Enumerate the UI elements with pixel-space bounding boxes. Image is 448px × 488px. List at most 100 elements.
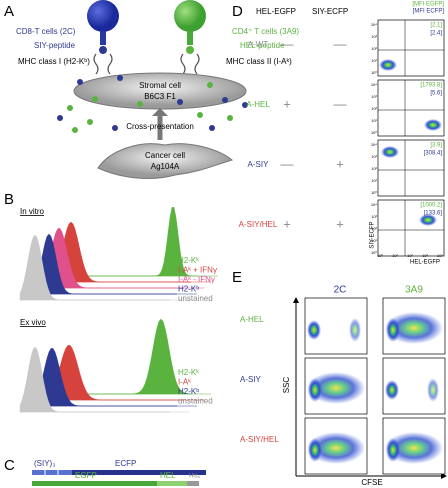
arrow xyxy=(152,108,168,116)
mfi-header: [MFI EGFP] xyxy=(412,2,444,8)
sign: — xyxy=(281,36,294,51)
tick-label: 10³ xyxy=(371,94,377,99)
tick-label: 10⁴ xyxy=(437,253,443,258)
histogram xyxy=(26,233,177,295)
text: CD8-T cells (2C) xyxy=(16,27,76,36)
legend-entry: H2-Kᵏ xyxy=(178,368,199,377)
tick-label: 10⁰ xyxy=(371,130,377,135)
receptor xyxy=(100,31,106,45)
panel-e: E 2C 3A9 SSC CFSE A-HEL A-SIY A-SIY/HEL xyxy=(232,269,447,487)
panel-d: D HEL-EGFP SIY-ECFP [MFI EGFP] [MFI ECFP… xyxy=(232,2,445,266)
legend-entry: unstained xyxy=(178,294,213,303)
tick-label: 10² xyxy=(371,46,377,51)
tick-label: 10¹ xyxy=(392,253,398,258)
panel-label: A xyxy=(4,3,14,20)
density xyxy=(379,59,397,71)
tick-label: 10³ xyxy=(371,34,377,39)
mfi: [3.9] xyxy=(430,143,442,149)
density xyxy=(381,146,399,158)
antigen-dots xyxy=(57,75,248,133)
tick-label: 10⁰ xyxy=(371,70,377,75)
density xyxy=(308,438,322,462)
density xyxy=(307,372,365,404)
subtitle: In vitro xyxy=(20,207,45,216)
tick-label: 10² xyxy=(371,166,377,171)
density xyxy=(386,318,400,342)
legend-entry: unstained xyxy=(178,397,213,406)
row-label: A-SIY xyxy=(240,375,262,384)
hel-bar xyxy=(157,481,187,486)
panel-c: C (SIY)₃ ECFP EGFP HEL His₆ xyxy=(4,457,206,486)
tick-label: 10⁴ xyxy=(371,22,377,27)
tick-label: 10² xyxy=(371,106,377,111)
tick-label: 10¹ xyxy=(371,238,377,243)
text: Ag104A xyxy=(151,162,180,171)
text: ECFP xyxy=(115,459,136,468)
panel-b: B In vitro Ex vivo H2-KᵏI-Aᵏ + IFNγI-Aᵏ … xyxy=(4,191,218,413)
text: Cancer cell xyxy=(145,151,185,160)
tick-label: 10⁰ xyxy=(377,253,383,258)
column-header: SIY-ECFP xyxy=(312,7,348,16)
tick-label: 10⁴ xyxy=(371,202,377,207)
receptor xyxy=(187,31,193,45)
histogram xyxy=(19,235,170,301)
column-header: HEL-EGFP xyxy=(256,7,296,16)
tick-label: 10² xyxy=(371,226,377,231)
text: MHC class II (I-Aᵏ) xyxy=(226,57,292,66)
legend-entry: I-Aᵏ - IFNγ xyxy=(178,275,215,284)
density xyxy=(385,380,399,400)
antigen-dot xyxy=(177,99,183,105)
tick-label: 10⁰ xyxy=(371,190,377,195)
antigen-dot xyxy=(209,125,215,131)
ecfp-bar xyxy=(32,470,206,475)
tick-label: 10³ xyxy=(422,253,428,258)
text: HEL xyxy=(160,471,176,480)
mfi: [1000.2] xyxy=(420,203,442,209)
antigen-dot xyxy=(222,97,228,103)
mfi: [2.4] xyxy=(430,31,442,37)
t-cell xyxy=(174,0,206,32)
legend-entry: H2-Kᵇ xyxy=(178,285,199,294)
tick-label: 10³ xyxy=(371,154,377,159)
tick-label: 10⁴ xyxy=(371,82,377,87)
tick-label: 10³ xyxy=(371,214,377,219)
row-label: A-HEL xyxy=(240,315,264,324)
t-cell xyxy=(87,0,119,32)
mfi-header: [MFI ECFP] xyxy=(413,9,445,15)
sign: — xyxy=(281,156,294,171)
panel-label: B xyxy=(4,191,14,208)
peptide xyxy=(99,46,107,54)
density xyxy=(307,320,321,340)
antigen-dot xyxy=(67,105,73,111)
panel-label: E xyxy=(232,269,242,286)
antigen-dot xyxy=(117,75,123,81)
text: B6C3 F1 xyxy=(144,92,176,101)
antigen-dot xyxy=(227,115,233,121)
axis-label: SSC xyxy=(282,377,291,394)
row-label: A-HEL xyxy=(246,100,270,109)
antigen-dot xyxy=(242,102,248,108)
antigen-dot xyxy=(197,112,203,118)
egfp-bar xyxy=(32,481,187,486)
axis-label: SIY-ECFP xyxy=(370,221,376,248)
sign: — xyxy=(334,96,347,111)
antigen-dot xyxy=(72,127,78,133)
sign: + xyxy=(283,216,291,231)
tick-label: 10² xyxy=(407,253,413,258)
tick-label: 10⁰ xyxy=(371,250,377,255)
density xyxy=(385,432,443,464)
legend-entry: H2-Kᵇ xyxy=(178,387,199,396)
sign: — xyxy=(334,36,347,51)
antigen-dot xyxy=(57,115,63,121)
density xyxy=(386,438,400,462)
column-header: 2C xyxy=(334,285,347,296)
antigen-dot xyxy=(112,125,118,131)
density xyxy=(385,312,443,344)
sign: + xyxy=(336,156,344,171)
row-label: A-SIY/HEL xyxy=(240,435,279,444)
flow-plot xyxy=(377,199,445,257)
density xyxy=(424,119,442,131)
mfi: [2.1] xyxy=(430,23,442,29)
column-header: 3A9 xyxy=(405,285,423,296)
